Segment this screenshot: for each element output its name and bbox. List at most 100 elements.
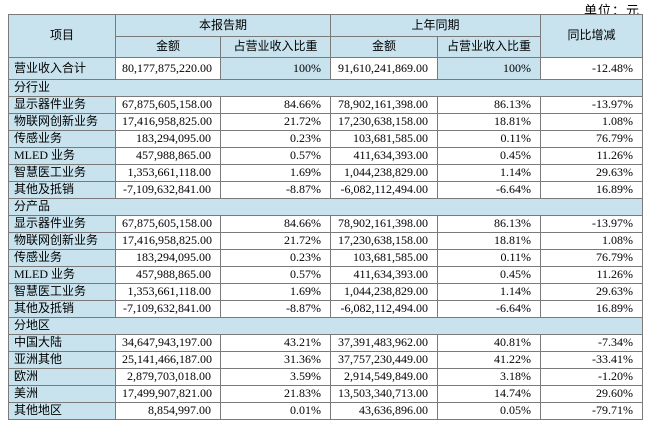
yoy-cell: 76.79% <box>540 130 644 148</box>
current-amount-cell: 80,177,875,220.00 <box>115 57 221 80</box>
yoy-cell: 29.60% <box>540 385 644 403</box>
current-ratio-cell: 21.72% <box>219 232 332 250</box>
item-cell: MLED 业务 <box>8 266 116 284</box>
yoy-cell: 1.08% <box>540 113 644 131</box>
prior-ratio-cell: 3.18% <box>437 368 542 386</box>
item-cell: 传感业务 <box>8 130 116 148</box>
current-amount-cell: -7,109,632,841.00 <box>115 181 221 199</box>
current-amount-cell: 17,416,958,825.00 <box>115 113 221 131</box>
item-cell: 其他地区 <box>8 402 116 420</box>
table-row: 物联网创新业务 17,416,958,825.00 21.72% 17,230,638… <box>8 232 644 250</box>
prior-amount-cell: 1,044,238,829.00 <box>330 164 439 182</box>
col-header-prior-period: 上年同期 <box>330 14 542 37</box>
current-amount-cell: 457,988,865.00 <box>115 147 221 165</box>
prior-ratio-cell: 0.11% <box>437 249 542 267</box>
prior-amount-cell: 2,914,549,849.00 <box>330 368 439 386</box>
col-header-amount-prior: 金额 <box>330 36 439 58</box>
current-amount-cell: 17,416,958,825.00 <box>115 232 221 250</box>
yoy-cell: -7.34% <box>540 334 644 352</box>
section-row: 分产品 <box>7 198 644 216</box>
prior-amount-cell: -6,082,112,494.00 <box>330 300 439 318</box>
yoy-cell: 16.89% <box>540 300 644 318</box>
table-row: 其他及抵销 -7,109,632,841.00 -8.87% -6,082,112,4… <box>8 300 644 318</box>
current-ratio-cell: 0.57% <box>219 147 332 165</box>
revenue-breakdown-table: 项目 本报告期 上年同期 同比增减 金额 占营业收入比重 金额 占营业收入比重 … <box>7 14 644 420</box>
current-amount-cell: 25,141,466,187.00 <box>115 351 221 369</box>
current-amount-cell: 67,875,605,158.00 <box>115 215 221 233</box>
yoy-cell: -1.20% <box>540 368 644 386</box>
table-row: 其他地区 8,854,997.00 0.01% 43,636,896.00 0.05% -… <box>8 402 644 420</box>
yoy-cell: -13.97% <box>540 215 644 233</box>
table-row: 美洲 17,499,907,821.00 21.83% 13,503,340,713.… <box>8 385 644 403</box>
prior-amount-cell: 1,044,238,829.00 <box>330 283 439 301</box>
prior-amount-cell: 37,757,230,449.00 <box>330 351 439 369</box>
prior-amount-cell: 17,230,638,158.00 <box>330 113 439 131</box>
header-row-groups: 项目 本报告期 上年同期 同比增减 <box>8 14 644 58</box>
yoy-cell: 16.89% <box>540 181 644 199</box>
item-cell: 物联网创新业务 <box>8 113 116 131</box>
yoy-cell: 11.26% <box>540 147 644 165</box>
col-header-yoy: 同比增减 <box>540 14 644 58</box>
col-header-current-period: 本报告期 <box>114 14 332 37</box>
item-cell: 营业收入合计 <box>8 57 116 80</box>
prior-ratio-cell: 40.81% <box>437 334 542 352</box>
table-row: 欧洲 2,879,703,018.00 3.59% 2,914,549,849.00 3… <box>8 368 644 386</box>
section-title: 分产品 <box>7 198 644 216</box>
current-ratio-cell: -8.87% <box>219 181 332 199</box>
table-row: 显示器件业务 67,875,605,158.00 84.66% 78,902,161,… <box>8 215 644 233</box>
prior-ratio-cell: 86.13% <box>437 96 542 114</box>
prior-ratio-cell: 0.45% <box>437 147 542 165</box>
item-cell: 美洲 <box>8 385 116 403</box>
prior-amount-cell: 37,391,483,962.00 <box>330 334 439 352</box>
prior-amount-cell: 78,902,161,398.00 <box>330 96 439 114</box>
item-cell: 物联网创新业务 <box>8 232 116 250</box>
yoy-cell: -33.41% <box>540 351 644 369</box>
current-ratio-cell: 3.59% <box>219 368 332 386</box>
yoy-cell: -79.71% <box>540 402 644 420</box>
table-row: 智慧医工业务 1,353,661,118.00 1.69% 1,044,238,829… <box>8 283 644 301</box>
yoy-cell: -13.97% <box>540 96 644 114</box>
current-ratio-cell: 0.23% <box>219 249 332 267</box>
item-cell: 显示器件业务 <box>8 96 116 114</box>
current-amount-cell: 183,294,095.00 <box>115 249 221 267</box>
current-amount-cell: 1,353,661,118.00 <box>115 283 221 301</box>
item-cell: 其他及抵销 <box>8 181 116 199</box>
current-ratio-cell: 84.66% <box>219 215 332 233</box>
current-amount-cell: 183,294,095.00 <box>115 130 221 148</box>
item-cell: MLED 业务 <box>8 147 116 165</box>
table-row: MLED 业务 457,988,865.00 0.57% 411,634,393.00… <box>8 147 644 165</box>
current-amount-cell: -7,109,632,841.00 <box>115 300 221 318</box>
prior-ratio-cell: 41.22% <box>437 351 542 369</box>
prior-amount-cell: 103,681,585.00 <box>330 130 439 148</box>
prior-ratio-cell: 0.05% <box>437 402 542 420</box>
table-row: 显示器件业务 67,875,605,158.00 84.66% 78,902,161,… <box>8 96 644 114</box>
current-ratio-cell: 84.66% <box>219 96 332 114</box>
current-ratio-cell: 31.36% <box>219 351 332 369</box>
prior-amount-cell: -6,082,112,494.00 <box>330 181 439 199</box>
item-cell: 中国大陆 <box>8 334 116 352</box>
col-header-ratio-prior: 占营业收入比重 <box>437 36 542 58</box>
section-row: 分地区 <box>7 317 644 335</box>
current-ratio-cell: 0.01% <box>219 402 332 420</box>
current-amount-cell: 2,879,703,018.00 <box>115 368 221 386</box>
item-cell: 传感业务 <box>8 249 116 267</box>
section-row: 分行业 <box>7 79 644 97</box>
current-amount-cell: 67,875,605,158.00 <box>115 96 221 114</box>
current-ratio-cell: 21.72% <box>219 113 332 131</box>
prior-ratio-cell: 100% <box>437 57 542 80</box>
table-row: 亚洲其他 25,141,466,187.00 31.36% 37,757,230,44… <box>8 351 644 369</box>
prior-amount-cell: 78,902,161,398.00 <box>330 215 439 233</box>
col-header-ratio-current: 占营业收入比重 <box>219 36 332 58</box>
item-cell: 亚洲其他 <box>8 351 116 369</box>
prior-ratio-cell: 18.81% <box>437 113 542 131</box>
current-ratio-cell: 0.23% <box>219 130 332 148</box>
item-cell: 其他及抵销 <box>8 300 116 318</box>
table-body: 营业收入合计 80,177,875,220.00 100% 91,610,241… <box>7 57 644 420</box>
section-title: 分地区 <box>7 317 644 335</box>
item-cell: 欧洲 <box>8 368 116 386</box>
prior-ratio-cell: -6.64% <box>437 181 542 199</box>
current-amount-cell: 1,353,661,118.00 <box>115 164 221 182</box>
current-ratio-cell: 1.69% <box>219 164 332 182</box>
prior-ratio-cell: 14.74% <box>437 385 542 403</box>
